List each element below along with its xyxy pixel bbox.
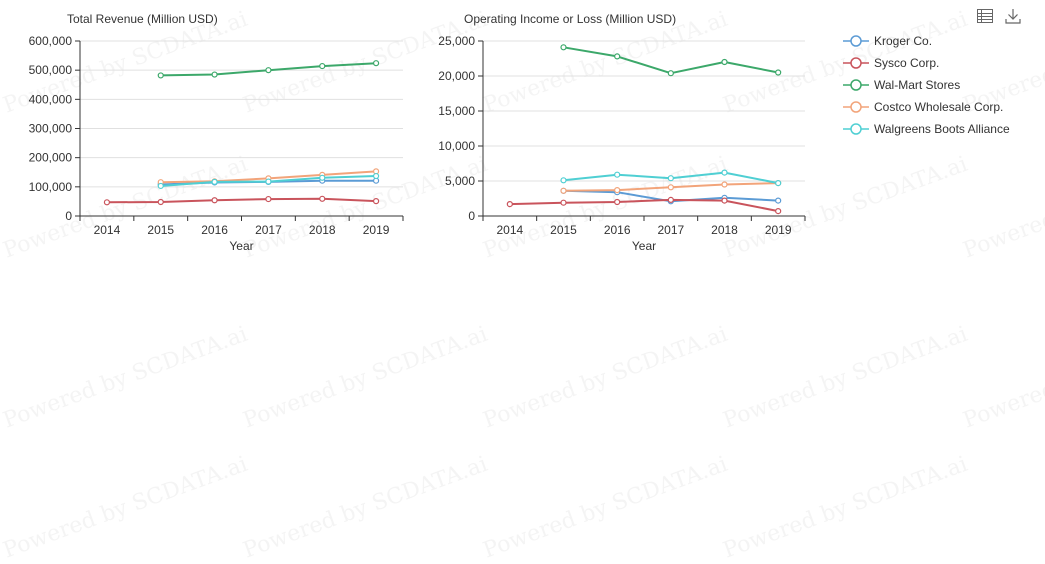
chart-title: Operating Income or Loss (Million USD): [464, 12, 676, 26]
y-tick-label: 20,000: [438, 69, 475, 83]
x-axis-title: Year: [229, 239, 253, 253]
y-tick-label: 300,000: [29, 122, 73, 136]
data-point: [614, 53, 621, 60]
data-point: [265, 67, 272, 74]
legend-label: Sysco Corp.: [874, 56, 940, 70]
data-point: [667, 70, 674, 77]
data-point: [614, 198, 621, 206]
series-4: [157, 172, 380, 190]
data-point: [775, 197, 782, 204]
data-point: [721, 169, 728, 176]
line-chart-1: Total Revenue (Million USD) 0 100,000 200,0…: [29, 12, 404, 253]
data-point: [211, 178, 218, 185]
data-view-icon[interactable]: [975, 6, 995, 26]
series-4: [560, 169, 782, 187]
data-point: [157, 198, 164, 206]
series-1: [506, 196, 782, 215]
series-1: [103, 195, 380, 206]
chart-canvas: Total Revenue (Million USD) 0 100,000 200,0…: [29, 12, 806, 253]
chart-title: Total Revenue (Million USD): [67, 12, 218, 26]
series-line: [106, 197, 377, 204]
x-axis-title: Year: [632, 239, 656, 253]
legend-item[interactable]: Costco Wholesale Corp.: [843, 96, 1010, 118]
legend-item[interactable]: Walgreens Boots Alliance: [843, 118, 1010, 140]
legend-label: Kroger Co.: [874, 34, 933, 48]
legend-marker-icon: [843, 123, 869, 135]
data-point: [667, 175, 674, 182]
data-point: [211, 71, 218, 78]
line-chart-2: Operating Income or Loss (Million USD) 0 5…: [438, 12, 806, 253]
x-tick-label: 2016: [201, 223, 228, 237]
x-tick-label: 2018: [309, 223, 336, 237]
legend-item[interactable]: Kroger Co.: [843, 30, 1010, 52]
chart-legend: Kroger Co. Sysco Corp. Wal-Mart Stores Cost…: [843, 30, 1010, 140]
x-tick-label: 2015: [550, 223, 577, 237]
data-point: [319, 62, 326, 70]
legend-marker-icon: [843, 79, 869, 91]
y-tick-label: 5,000: [445, 174, 475, 188]
data-point: [775, 69, 782, 76]
legend-label: Costco Wholesale Corp.: [874, 100, 1004, 114]
series-2: [157, 60, 380, 79]
data-point: [667, 184, 674, 191]
x-tick-label: 2017: [657, 223, 684, 237]
legend-marker-icon: [843, 35, 869, 47]
data-point: [265, 178, 272, 185]
legend-item[interactable]: Wal-Mart Stores: [843, 74, 1010, 96]
data-point: [506, 201, 513, 208]
series-line: [509, 198, 779, 213]
series-line: [563, 46, 779, 75]
data-point: [560, 199, 567, 206]
data-point: [103, 199, 111, 206]
data-point: [157, 72, 164, 79]
data-point: [560, 177, 567, 184]
x-tick-label: 2014: [496, 223, 523, 237]
legend-label: Walgreens Boots Alliance: [874, 122, 1010, 136]
data-point: [372, 172, 380, 180]
data-point: [372, 60, 380, 67]
data-point: [157, 182, 164, 190]
legend-marker-icon: [843, 101, 869, 113]
data-point: [372, 198, 380, 205]
data-point: [319, 195, 326, 202]
x-tick-label: 2019: [363, 223, 390, 237]
x-tick-label: 2014: [94, 223, 121, 237]
series-3: [560, 180, 782, 194]
data-point: [319, 174, 326, 181]
data-point: [211, 197, 218, 204]
download-icon[interactable]: [1003, 6, 1023, 26]
y-tick-label: 400,000: [29, 92, 73, 106]
y-tick-label: 200,000: [29, 151, 73, 165]
y-tick-label: 100,000: [29, 180, 73, 194]
y-tick-label: 15,000: [438, 104, 475, 118]
x-tick-label: 2018: [711, 223, 738, 237]
y-tick-label: 25,000: [438, 34, 475, 48]
x-tick-label: 2019: [765, 223, 792, 237]
x-tick-label: 2017: [255, 223, 282, 237]
series-2: [560, 44, 782, 77]
chart-toolbar: [975, 6, 1023, 26]
data-point: [265, 195, 272, 203]
data-point: [667, 196, 674, 203]
y-tick-label: 0: [65, 209, 72, 223]
data-point: [560, 44, 567, 51]
legend-item[interactable]: Sysco Corp.: [843, 52, 1010, 74]
y-tick-label: 600,000: [29, 34, 73, 48]
legend-marker-icon: [843, 57, 869, 69]
data-point: [721, 181, 728, 188]
data-point: [721, 58, 728, 66]
y-tick-label: 10,000: [438, 139, 475, 153]
data-point: [614, 171, 621, 178]
y-tick-label: 0: [468, 209, 475, 223]
data-point: [775, 180, 782, 187]
x-tick-label: 2016: [604, 223, 631, 237]
y-tick-label: 500,000: [29, 63, 73, 77]
data-point: [721, 197, 728, 204]
data-point: [775, 208, 782, 215]
x-tick-label: 2015: [147, 223, 174, 237]
data-point: [614, 187, 621, 194]
legend-label: Wal-Mart Stores: [874, 78, 961, 92]
data-point: [560, 187, 567, 194]
